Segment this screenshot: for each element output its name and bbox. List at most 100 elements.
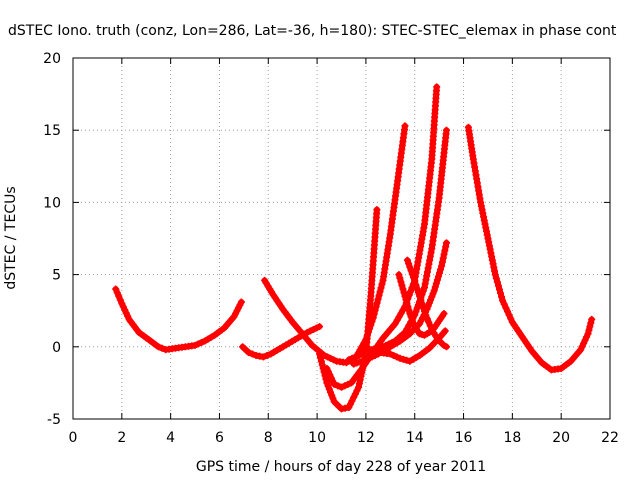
data-point — [259, 353, 267, 361]
data-point — [580, 339, 588, 347]
data-point — [438, 258, 446, 266]
data-point — [505, 311, 513, 319]
x-tick-label: 14 — [406, 430, 424, 446]
data-point — [395, 271, 403, 279]
data-point — [441, 247, 449, 255]
data-point — [397, 278, 405, 286]
data-point — [158, 344, 166, 352]
data-point — [351, 353, 359, 361]
data-point — [330, 380, 338, 388]
data-point — [245, 349, 253, 357]
data-point — [396, 354, 404, 362]
data-point — [410, 319, 418, 327]
data-point — [404, 303, 412, 311]
x-tick-label: 2 — [117, 430, 126, 446]
data-point — [116, 296, 124, 304]
data-point — [386, 350, 394, 358]
x-tick-label: 10 — [308, 430, 326, 446]
y-axis-label: dSTEC / TECUs — [3, 186, 19, 289]
x-tick-label: 20 — [552, 430, 570, 446]
data-point — [410, 273, 418, 281]
data-point — [413, 304, 421, 312]
data-point — [412, 281, 420, 289]
data-point — [373, 206, 381, 214]
data-point — [348, 354, 356, 362]
data-point — [373, 299, 381, 307]
data-point — [341, 382, 349, 390]
data-point — [318, 361, 326, 369]
data-point — [113, 289, 121, 297]
data-point — [407, 267, 415, 275]
x-tick-label: 4 — [166, 430, 175, 446]
data-point — [378, 280, 386, 288]
data-point — [588, 315, 596, 323]
data-point — [500, 300, 508, 308]
data-point — [491, 271, 499, 279]
data-point — [371, 306, 379, 314]
data-point — [115, 292, 123, 300]
data-point — [402, 296, 410, 304]
plot-frame — [72, 57, 611, 420]
data-point — [400, 289, 408, 297]
data-point — [414, 289, 422, 297]
data-point — [112, 285, 120, 293]
data-point — [497, 289, 505, 297]
data-point — [198, 338, 206, 346]
data-point — [316, 323, 324, 331]
data-point — [376, 288, 384, 296]
data-point — [191, 341, 199, 349]
data-point — [493, 278, 501, 286]
data-point — [441, 327, 449, 335]
data-point — [119, 303, 127, 311]
data-point — [323, 364, 331, 372]
data-point — [495, 285, 503, 293]
data-point — [396, 274, 404, 282]
x-tick-label: 8 — [264, 430, 273, 446]
data-point — [584, 330, 592, 338]
data-point — [345, 356, 353, 364]
data-point — [440, 250, 448, 258]
data-point — [426, 322, 434, 330]
data-point — [334, 382, 342, 390]
y-tick-label: 0 — [52, 340, 61, 356]
data-point — [399, 355, 407, 363]
data-point — [442, 243, 450, 251]
data-point — [418, 300, 426, 308]
data-point — [326, 371, 334, 379]
data-point — [377, 284, 385, 292]
data-point — [416, 292, 424, 300]
data-point — [442, 239, 450, 247]
data-point — [439, 254, 447, 262]
data-point — [408, 316, 416, 324]
axis-ticks: 0 2 4 6 8 10 12 14 16 18 20 22 -5 0 5 10 15 20 — [43, 51, 619, 446]
data-point — [124, 312, 132, 320]
data-point — [419, 304, 427, 312]
data-point — [422, 311, 430, 319]
data-point — [374, 295, 382, 303]
data-point — [430, 286, 438, 294]
data-point — [586, 323, 594, 331]
x-tick-label: 22 — [601, 430, 619, 446]
data-point — [406, 263, 414, 271]
y-tick-label: 20 — [43, 51, 61, 67]
x-tick-label: 0 — [69, 430, 78, 446]
data-point — [432, 279, 440, 287]
data-point — [431, 283, 439, 291]
data-point — [324, 368, 332, 376]
data-point — [344, 380, 352, 388]
data-point — [393, 353, 401, 361]
data-point — [492, 274, 500, 282]
data-point — [433, 83, 441, 91]
data-point — [425, 318, 433, 326]
data-point — [442, 343, 450, 351]
data-point — [401, 292, 409, 300]
data-point — [581, 336, 589, 344]
data-point — [355, 380, 363, 388]
data-point — [587, 319, 595, 327]
data-point — [263, 351, 271, 359]
data-point — [338, 383, 345, 391]
data-point — [434, 272, 442, 280]
data-point — [403, 256, 411, 264]
data-point — [194, 340, 202, 348]
